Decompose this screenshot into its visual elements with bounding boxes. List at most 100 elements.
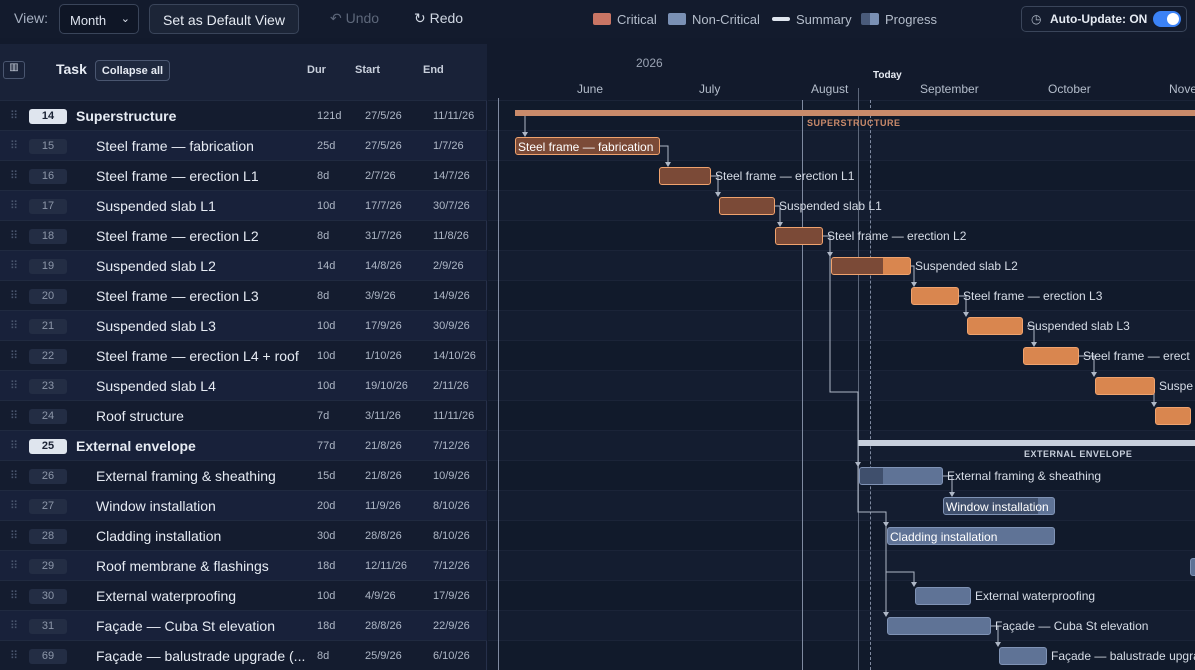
non-critical-swatch bbox=[668, 13, 686, 25]
task-bar[interactable] bbox=[915, 587, 971, 605]
task-row[interactable]: ⠿ 19 Suspended slab L2 14d 14/8/26 2/9/26 bbox=[0, 250, 487, 280]
drag-handle-icon[interactable]: ⠿ bbox=[10, 470, 18, 482]
month-label: June bbox=[577, 82, 604, 96]
task-name[interactable]: External waterproofing bbox=[96, 588, 237, 604]
timeline-row bbox=[488, 100, 1195, 130]
task-row[interactable]: ⠿ 27 Window installation 20d 11/9/26 8/10/26 bbox=[0, 490, 487, 520]
redo-button[interactable]: ↻ Redo bbox=[414, 10, 463, 27]
task-name[interactable]: Façade — balustrade upgrade (... bbox=[96, 648, 306, 664]
drag-handle-icon[interactable]: ⠿ bbox=[10, 410, 18, 422]
task-id-badge: 24 bbox=[29, 409, 67, 424]
task-bar[interactable]: Cladding installation bbox=[887, 527, 1055, 545]
drag-handle-icon[interactable]: ⠿ bbox=[10, 140, 18, 152]
task-name[interactable]: Cladding installation bbox=[96, 528, 222, 544]
task-row[interactable]: ⠿ 29 Roof membrane & flashings 18d 12/11/26 7… bbox=[0, 550, 487, 580]
task-bar[interactable]: Window installation bbox=[943, 497, 1055, 515]
view-select[interactable]: Month ⌄ bbox=[59, 4, 139, 34]
task-row[interactable]: ⠿ 30 External waterproofing 10d 4/9/26 17/9/2… bbox=[0, 580, 487, 610]
task-name[interactable]: Window installation bbox=[96, 498, 216, 514]
task-bar[interactable] bbox=[967, 317, 1023, 335]
drag-handle-icon[interactable]: ⠿ bbox=[10, 500, 18, 512]
task-row[interactable]: ⠿ 31 Façade — Cuba St elevation 18d 28/8/26 2… bbox=[0, 610, 487, 640]
drag-handle-icon[interactable]: ⠿ bbox=[10, 650, 18, 662]
task-row[interactable]: ⠿ 23 Suspended slab L4 10d 19/10/26 2/11/26 bbox=[0, 370, 487, 400]
summary-bar-external-envelope[interactable] bbox=[858, 440, 1195, 446]
task-row[interactable]: ⠿ 21 Suspended slab L3 10d 17/9/26 30/9/26 bbox=[0, 310, 487, 340]
drag-handle-icon[interactable]: ⠿ bbox=[10, 290, 18, 302]
task-row[interactable]: ⠿ 28 Cladding installation 30d 28/8/26 8/10/2… bbox=[0, 520, 487, 550]
task-bar-label: Cladding installation bbox=[890, 530, 998, 544]
task-name[interactable]: Roof structure bbox=[96, 408, 184, 424]
collapse-all-button[interactable]: Collapse all bbox=[95, 60, 170, 81]
task-bar[interactable] bbox=[887, 617, 991, 635]
drag-handle-icon[interactable]: ⠿ bbox=[10, 350, 18, 362]
timeline-row bbox=[488, 460, 1195, 490]
task-name[interactable]: Steel frame — fabrication bbox=[96, 138, 254, 154]
task-row[interactable]: ⠿ 16 Steel frame — erection L1 8d 2/7/26 14/7… bbox=[0, 160, 487, 190]
task-name[interactable]: External framing & sheathing bbox=[96, 468, 276, 484]
task-name[interactable]: External envelope bbox=[76, 438, 196, 454]
task-name[interactable]: Steel frame — erection L2 bbox=[96, 228, 259, 244]
set-default-view-button[interactable]: Set as Default View bbox=[149, 4, 299, 34]
task-row[interactable]: ⠿ 22 Steel frame — erection L4 + roof 10d 1/… bbox=[0, 340, 487, 370]
task-name[interactable]: Suspended slab L2 bbox=[96, 258, 216, 274]
undo-button[interactable]: ↶ Undo bbox=[330, 10, 379, 27]
auto-update-toggle[interactable]: ◷ Auto-Update: ON bbox=[1021, 6, 1187, 32]
task-row[interactable]: ⠿ 26 External framing & sheathing 15d 21/8/2… bbox=[0, 460, 487, 490]
summary-row[interactable]: ⠿ 25 External envelope 77d 21/8/26 7/12/26 bbox=[0, 430, 487, 460]
drag-handle-icon[interactable]: ⠿ bbox=[10, 620, 18, 632]
task-bar[interactable] bbox=[831, 257, 911, 275]
task-bar[interactable] bbox=[911, 287, 959, 305]
drag-handle-icon[interactable]: ⠿ bbox=[10, 380, 18, 392]
task-row[interactable]: ⠿ 20 Steel frame — erection L3 8d 3/9/26 14/9… bbox=[0, 280, 487, 310]
drag-handle-icon[interactable]: ⠿ bbox=[10, 440, 18, 452]
task-end: 6/10/26 bbox=[433, 650, 470, 662]
drag-handle-icon[interactable]: ⠿ bbox=[10, 110, 18, 122]
drag-handle-icon[interactable]: ⠿ bbox=[10, 320, 18, 332]
task-row[interactable]: ⠿ 24 Roof structure 7d 3/11/26 11/11/26 bbox=[0, 400, 487, 430]
drag-handle-icon[interactable]: ⠿ bbox=[10, 170, 18, 182]
task-name[interactable]: Roof membrane & flashings bbox=[96, 558, 269, 574]
drag-handle-icon[interactable]: ⠿ bbox=[10, 530, 18, 542]
task-bar[interactable] bbox=[775, 227, 823, 245]
task-name[interactable]: Suspended slab L4 bbox=[96, 378, 216, 394]
summary-row[interactable]: ⠿ 14 Superstructure 121d 27/5/26 11/11/26 bbox=[0, 100, 487, 130]
panel-toggle-icon[interactable]: ▥ bbox=[3, 61, 25, 79]
task-row[interactable]: ⠿ 69 Façade — balustrade upgrade (... 8d 25/… bbox=[0, 640, 487, 670]
progress-swatch bbox=[861, 13, 879, 25]
task-bar-label: External framing & sheathing bbox=[947, 469, 1102, 483]
task-bar[interactable] bbox=[1155, 407, 1191, 425]
task-name[interactable]: Suspended slab L1 bbox=[96, 198, 216, 214]
drag-handle-icon[interactable]: ⠿ bbox=[10, 230, 18, 242]
task-row[interactable]: ⠿ 15 Steel frame — fabrication 25d 27/5/26 1/… bbox=[0, 130, 487, 160]
progress-fill bbox=[832, 258, 883, 274]
drag-handle-icon[interactable]: ⠿ bbox=[10, 260, 18, 272]
task-bar[interactable] bbox=[719, 197, 775, 215]
task-duration: 14d bbox=[317, 260, 336, 272]
task-bar[interactable] bbox=[1023, 347, 1079, 365]
task-bar[interactable] bbox=[859, 467, 943, 485]
task-name[interactable]: Steel frame — erection L3 bbox=[96, 288, 259, 304]
task-bar-label: Steel frame — erection L3 bbox=[963, 289, 1103, 303]
drag-handle-icon[interactable]: ⠿ bbox=[10, 560, 18, 572]
task-column-header: Task bbox=[56, 61, 87, 77]
task-name[interactable]: Suspended slab L3 bbox=[96, 318, 216, 334]
task-bar[interactable] bbox=[659, 167, 711, 185]
toggle-switch[interactable] bbox=[1153, 11, 1181, 27]
legend-progress: Progress bbox=[861, 11, 937, 27]
task-bar[interactable] bbox=[1095, 377, 1155, 395]
drag-handle-icon[interactable]: ⠿ bbox=[10, 200, 18, 212]
task-name[interactable]: Façade — Cuba St elevation bbox=[96, 618, 275, 634]
task-row[interactable]: ⠿ 18 Steel frame — erection L2 8d 31/7/26 11/… bbox=[0, 220, 487, 250]
task-bar[interactable] bbox=[999, 647, 1047, 665]
task-name[interactable]: Steel frame — erection L1 bbox=[96, 168, 259, 184]
task-start: 3/9/26 bbox=[365, 290, 396, 302]
summary-bar-superstructure[interactable] bbox=[515, 110, 1195, 116]
task-bar-offscreen[interactable] bbox=[1190, 558, 1195, 576]
task-bar[interactable]: Steel frame — fabrication bbox=[515, 137, 660, 155]
task-name[interactable]: Steel frame — erection L4 + roof bbox=[96, 348, 299, 364]
drag-handle-icon[interactable]: ⠿ bbox=[10, 590, 18, 602]
task-row[interactable]: ⠿ 17 Suspended slab L1 10d 17/7/26 30/7/26 bbox=[0, 190, 487, 220]
task-name[interactable]: Superstructure bbox=[76, 108, 177, 124]
task-id-badge: 16 bbox=[29, 169, 67, 184]
